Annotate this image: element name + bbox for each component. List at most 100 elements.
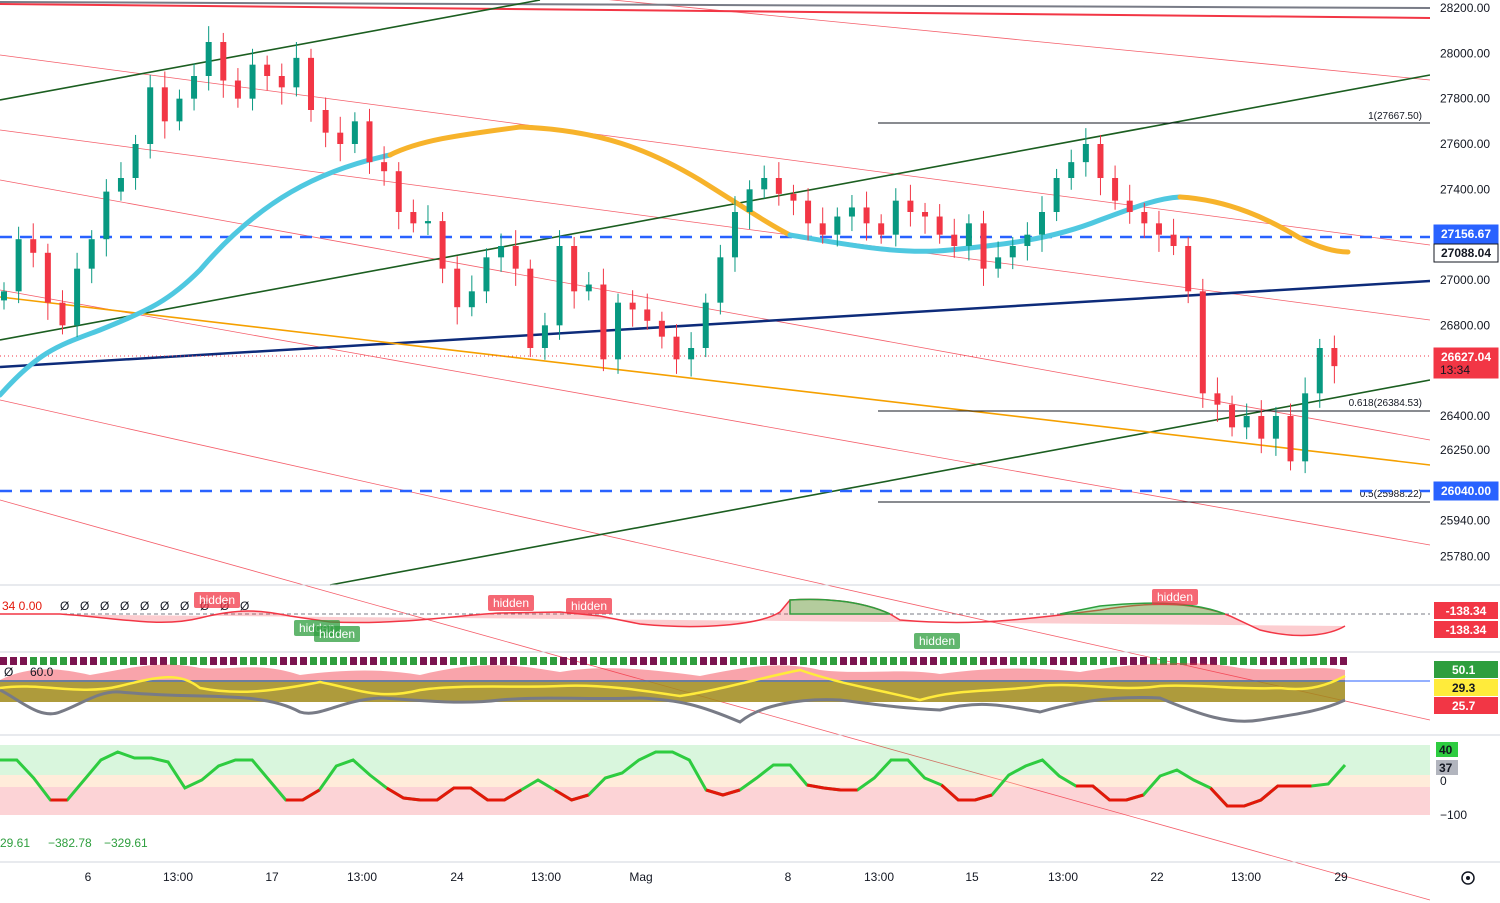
- null-value-icon: Ø: [120, 599, 129, 613]
- candle-body: [878, 223, 885, 235]
- indicator2-dot: [270, 657, 277, 665]
- indicator2-dot: [1010, 657, 1017, 665]
- indicator2-dot: [380, 657, 387, 665]
- candle-body: [366, 121, 373, 163]
- candle-body: [161, 87, 168, 122]
- indicator2-dot: [330, 657, 337, 665]
- indicator2-dot: [400, 657, 407, 665]
- indicator2-dot: [1230, 657, 1237, 665]
- indicator2-dot: [600, 657, 607, 665]
- candle-body: [191, 76, 198, 99]
- indicator2-dot: [980, 657, 987, 665]
- green-trend-line: [0, 0, 541, 101]
- time-axis-label: 29: [1334, 870, 1348, 884]
- time-axis-label: 13:00: [531, 870, 561, 884]
- price-axis-label: 27400.00: [1440, 182, 1490, 196]
- hidden-badge-label: hidden: [493, 596, 529, 610]
- indicator2-dot: [80, 657, 87, 665]
- indicator2-dot: [920, 657, 927, 665]
- candle-body: [1214, 393, 1221, 405]
- null-value-icon: Ø: [240, 599, 249, 613]
- indicator2-dot: [1070, 657, 1077, 665]
- oscillator-mid-zone: [0, 775, 1430, 787]
- price-tag-label: 27088.04: [1441, 246, 1491, 260]
- moving-average-line: [0, 152, 393, 398]
- indicator2-dot: [540, 657, 547, 665]
- candle-body: [234, 80, 241, 99]
- candle-body: [995, 257, 1002, 269]
- indicator2-dot: [1170, 657, 1177, 665]
- settings-gear-icon[interactable]: [1461, 871, 1475, 885]
- indicator2-dot: [780, 657, 787, 665]
- candle-body: [1112, 178, 1119, 201]
- indicator2-dot: [620, 657, 627, 665]
- candle-body: [278, 76, 285, 88]
- indicator2-value: 29.3: [1452, 681, 1476, 695]
- time-axis-label: 13:00: [163, 870, 193, 884]
- candle-body: [1199, 291, 1206, 394]
- candle-body: [117, 178, 124, 192]
- candle-body: [848, 207, 855, 217]
- candle-body: [351, 121, 358, 144]
- candle-body: [1141, 212, 1148, 224]
- indicator2-dot: [910, 657, 917, 665]
- candle-body: [337, 132, 344, 144]
- oscillator-axis-label: 0: [1440, 774, 1447, 788]
- oscillator-axis-label: −100: [1440, 808, 1467, 822]
- candle-body: [1229, 404, 1236, 428]
- indicator2-dot: [1050, 657, 1057, 665]
- indicator2-dot: [1220, 657, 1227, 665]
- candle-body: [468, 291, 475, 308]
- fib-label: 0.5(25988.22): [1360, 489, 1422, 500]
- candle-body: [308, 57, 315, 110]
- indicator2-dot: [110, 657, 117, 665]
- indicator2-dot: [350, 657, 357, 665]
- indicator2-dot: [790, 657, 797, 665]
- indicator1-value: -138.34: [1446, 604, 1487, 618]
- candle-body: [731, 212, 738, 258]
- indicator2-dot: [700, 657, 707, 665]
- oscillator-value-tag: [1436, 760, 1458, 775]
- candle-body: [1243, 416, 1250, 428]
- time-axis-label: 24: [450, 870, 464, 884]
- candle-body: [176, 98, 183, 122]
- candle-body: [980, 223, 987, 269]
- indicator2-dot: [190, 657, 197, 665]
- indicator1-positive-area: [789, 598, 891, 615]
- indicator2-dot: [300, 657, 307, 665]
- time-axis-label: 13:00: [1231, 870, 1261, 884]
- price-axis-label: 27000.00: [1440, 273, 1490, 287]
- candle-body: [88, 239, 95, 269]
- indicator2-dot: [140, 657, 147, 665]
- candle-body: [1155, 223, 1162, 235]
- indicator2-dot: [860, 657, 867, 665]
- indicator2-dot: [930, 657, 937, 665]
- settings-gear-icon-center: [1466, 876, 1470, 880]
- indicator2-dot: [100, 657, 107, 665]
- indicator2-dot: [220, 657, 227, 665]
- indicator2-value-tag: [1434, 697, 1498, 714]
- candle-body: [819, 223, 826, 235]
- indicator2-dot: [940, 657, 947, 665]
- indicator2-legend: 60.0: [30, 665, 54, 679]
- indicator2-dot: [240, 657, 247, 665]
- candle-body: [1287, 416, 1294, 462]
- null-value-icon: Ø: [100, 599, 109, 613]
- hidden-badge: [194, 592, 240, 608]
- candle-body: [220, 42, 227, 81]
- time-axis-label: 8: [785, 870, 792, 884]
- candle-body: [1068, 162, 1075, 178]
- indicator2-dot: [680, 657, 687, 665]
- indicator2-dot: [130, 657, 137, 665]
- channel-line: [0, 54, 1431, 246]
- indicator2-dot: [10, 657, 17, 665]
- price-axis-label: 28000.00: [1440, 46, 1490, 60]
- price-tag-countdown: 13:34: [1440, 363, 1470, 377]
- indicator2-red-area: [0, 663, 1345, 680]
- channel-line: [0, 179, 1431, 441]
- candle-body: [147, 87, 154, 144]
- indicator2-dot: [1120, 657, 1127, 665]
- indicator2-dot: [440, 657, 447, 665]
- indicator2-dot: [1130, 657, 1137, 665]
